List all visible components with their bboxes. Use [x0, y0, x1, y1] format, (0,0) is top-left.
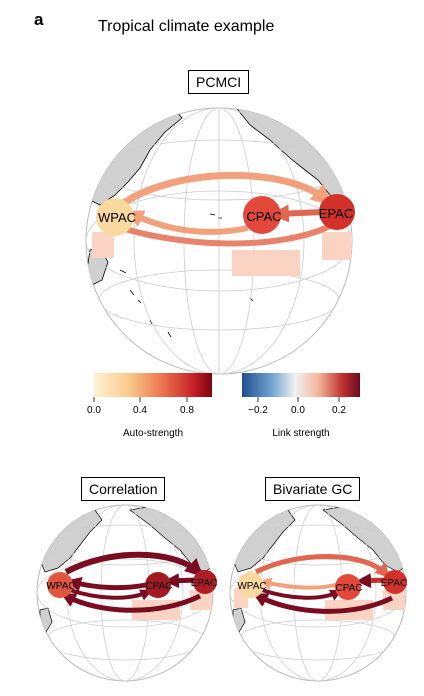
- panel-title: Tropical climate example: [98, 18, 275, 35]
- sst-patch-epac: [190, 590, 212, 610]
- link-cpac-wpac: [259, 577, 341, 590]
- colorbar-auto-tick-0: 0.0: [87, 405, 101, 416]
- node-label-cpac: CPAC: [145, 581, 172, 592]
- node-label-wpac: WPAC: [237, 581, 266, 592]
- colorbar-auto: [94, 373, 212, 397]
- node-wpac: [238, 572, 264, 598]
- node-epac: [383, 570, 407, 594]
- method-label-bivariate: Bivariate GC: [265, 477, 361, 501]
- link-wpac-cpac: [261, 588, 343, 601]
- globe-bivariate: WPAC CPAC EPAC: [229, 504, 408, 682]
- node-cpac: [145, 572, 171, 598]
- link-epac-wpac: [97, 217, 332, 247]
- link-epac-cpac: [164, 573, 197, 589]
- node-cpac: [243, 196, 281, 234]
- link-wpac-epac: [254, 553, 391, 579]
- colorbar-auto-tick-2: 0.8: [180, 405, 194, 416]
- node-label-epac: EPAC: [381, 578, 408, 589]
- sst-patch-epac: [383, 590, 405, 610]
- method-label-correlation: Correlation: [81, 477, 166, 501]
- node-label-cpac: CPAC: [335, 583, 362, 594]
- globe-correlation: WPAC CPAC EPAC: [36, 504, 218, 682]
- colorbar-link-tick-0: −0.2: [248, 405, 268, 416]
- sst-patch-wpac: [92, 232, 114, 258]
- node-label-epac: EPAC: [319, 206, 353, 221]
- node-cpac: [335, 574, 361, 600]
- colorbar-link-tick-1: 0.0: [291, 405, 305, 416]
- colorbar-link: [242, 373, 360, 397]
- globe-pcmci: WPAC CPAC EPAC: [85, 107, 355, 375]
- colorbar-auto-tick-1: 0.4: [133, 405, 147, 416]
- node-label-epac: EPAC: [191, 578, 218, 589]
- link-epac-wpac: [60, 593, 202, 613]
- colorbar-link-title: Link strength: [272, 428, 330, 439]
- node-label-cpac: CPAC: [246, 209, 281, 224]
- panel-letter: a: [34, 10, 44, 29]
- link-wpac-cpac: [69, 588, 153, 601]
- node-epac: [319, 194, 355, 230]
- sst-patch-cpac: [232, 250, 300, 276]
- node-label-wpac: WPAC: [46, 581, 75, 592]
- node-epac: [193, 570, 217, 594]
- link-wpac-epac: [64, 551, 204, 577]
- land-maritime: [119, 213, 254, 338]
- link-epac-cpac: [356, 573, 387, 589]
- colorbar-link-tick-2: 0.2: [332, 405, 346, 416]
- method-label-pcmci: PCMCI: [188, 70, 250, 94]
- sst-patch-epac: [322, 232, 352, 260]
- link-wpac-epac: [120, 171, 333, 207]
- node-label-wpac: WPAC: [98, 210, 136, 225]
- link-cpac-wpac: [66, 577, 151, 592]
- node-wpac: [96, 198, 134, 236]
- link-epac-cpac: [270, 204, 323, 223]
- link-cpac-wpac: [125, 210, 249, 235]
- colorbar-auto-title: Auto-strength: [122, 428, 184, 439]
- link-epac-wpac: [252, 593, 394, 614]
- node-wpac: [47, 572, 73, 598]
